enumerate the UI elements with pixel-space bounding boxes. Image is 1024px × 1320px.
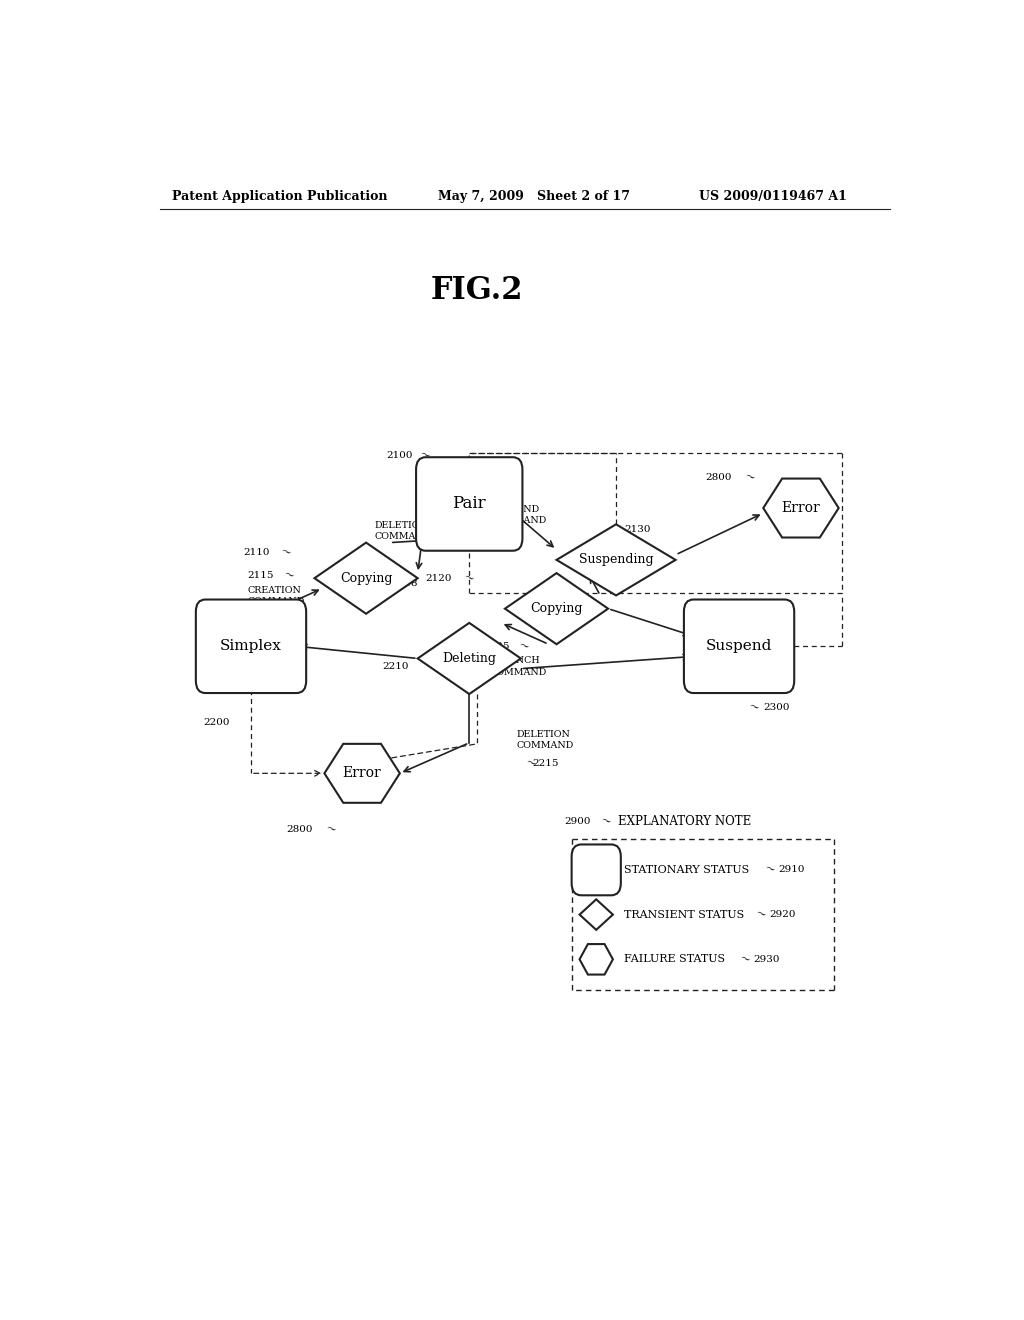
Text: ~: ~ [748, 700, 761, 715]
Text: 2100: 2100 [386, 450, 413, 459]
Text: 2215: 2215 [532, 759, 559, 768]
Text: ~: ~ [523, 755, 538, 771]
FancyBboxPatch shape [571, 845, 621, 895]
Text: ~: ~ [418, 447, 432, 463]
Polygon shape [325, 744, 399, 803]
Text: ~: ~ [279, 545, 293, 561]
Text: 2125: 2125 [483, 642, 510, 651]
Text: DELETION: DELETION [517, 730, 570, 739]
Text: ~: ~ [737, 952, 752, 968]
Text: ~: ~ [517, 639, 531, 655]
Polygon shape [580, 944, 613, 974]
Text: 2200: 2200 [204, 718, 230, 727]
Text: COMMAND: COMMAND [489, 516, 547, 525]
Text: Deleting: Deleting [442, 652, 497, 665]
Text: TRANSIENT STATUS: TRANSIENT STATUS [624, 909, 744, 920]
Polygon shape [314, 543, 418, 614]
Text: ~: ~ [462, 570, 475, 586]
Polygon shape [763, 479, 839, 537]
Text: 2218: 2218 [391, 578, 418, 587]
Text: ~: ~ [599, 813, 613, 829]
Text: Error: Error [781, 502, 820, 515]
Text: Patent Application Publication: Patent Application Publication [172, 190, 387, 202]
Text: 2900: 2900 [564, 817, 591, 825]
Text: ~: ~ [324, 821, 338, 837]
Text: 2800: 2800 [706, 473, 732, 482]
Text: US 2009/0119467 A1: US 2009/0119467 A1 [699, 190, 847, 202]
Text: RESYNCH: RESYNCH [489, 656, 540, 665]
Text: Simplex: Simplex [220, 639, 282, 653]
Text: ~: ~ [743, 470, 758, 486]
Text: Suspend: Suspend [706, 639, 772, 653]
Text: Copying: Copying [530, 602, 583, 615]
Text: 2210: 2210 [382, 663, 409, 671]
Text: COMMAND: COMMAND [489, 668, 547, 677]
Text: STATIONARY STATUS: STATIONARY STATUS [624, 865, 750, 875]
Text: Error: Error [343, 767, 382, 780]
Polygon shape [557, 524, 676, 595]
Text: FAILURE STATUS: FAILURE STATUS [624, 954, 725, 965]
Text: ~: ~ [754, 907, 768, 923]
Text: DELETION: DELETION [374, 521, 428, 529]
Text: CREATION: CREATION [247, 586, 301, 595]
Text: 2800: 2800 [287, 825, 313, 834]
Text: Copying: Copying [340, 572, 392, 585]
Text: 2120: 2120 [426, 574, 453, 582]
FancyBboxPatch shape [684, 599, 795, 693]
Text: 2115: 2115 [247, 570, 273, 579]
Text: May 7, 2009   Sheet 2 of 17: May 7, 2009 Sheet 2 of 17 [437, 190, 630, 202]
Text: 2135: 2135 [481, 490, 508, 499]
Text: COMMAND: COMMAND [517, 742, 574, 750]
Text: COMMAND: COMMAND [374, 532, 431, 541]
Text: EXPLANATORY NOTE: EXPLANATORY NOTE [618, 814, 752, 828]
Text: 2130: 2130 [624, 525, 650, 533]
Polygon shape [580, 899, 613, 929]
Text: ~: ~ [763, 862, 777, 878]
Text: 2920: 2920 [769, 909, 796, 919]
Text: 2930: 2930 [754, 954, 780, 964]
Polygon shape [418, 623, 521, 694]
FancyBboxPatch shape [196, 599, 306, 693]
Text: COMMAND: COMMAND [247, 597, 304, 606]
Polygon shape [505, 573, 608, 644]
Text: ~: ~ [282, 568, 296, 583]
Text: 2110: 2110 [243, 548, 269, 557]
Text: 2300: 2300 [763, 702, 790, 711]
Text: Suspending: Suspending [579, 553, 653, 566]
Text: SUSPEND: SUSPEND [489, 504, 540, 513]
FancyBboxPatch shape [416, 457, 522, 550]
Text: 2910: 2910 [779, 866, 805, 874]
Text: FIG.2: FIG.2 [431, 275, 523, 306]
Text: Pair: Pair [453, 495, 486, 512]
